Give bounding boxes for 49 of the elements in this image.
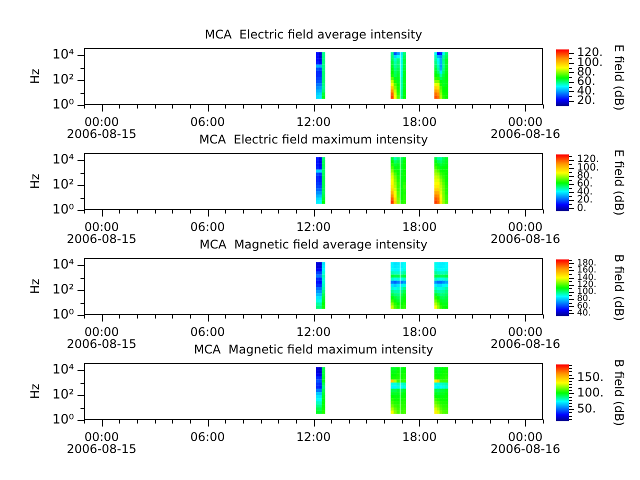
x-tick-label: 12:00 [296, 220, 331, 234]
color-bar-label: 150. [577, 370, 604, 384]
y-axis-title: Hz [28, 174, 42, 190]
x-tick-label: 00:00 2006-08-15 [66, 220, 137, 246]
chart-title: MCA Electric field maximum intensity [199, 132, 428, 146]
y-tick-label: 10⁴ [52, 152, 74, 168]
x-tick-label: 00:00 2006-08-16 [490, 325, 560, 352]
y-axis-title: Hz [28, 278, 42, 294]
x-tick-label: 06:00 [190, 430, 225, 444]
y-tick-label: 10⁰ [52, 202, 74, 218]
chart-title: MCA Magnetic field average intensity [199, 237, 428, 252]
y-tick-label: 10² [52, 177, 74, 192]
color-bar-title: B field (dB) [612, 254, 626, 322]
color-bar-label: 40. [577, 308, 591, 318]
y-tick-label: 10⁰ [52, 412, 74, 428]
y-tick-label: 10⁰ [52, 307, 74, 322]
x-tick-label: 00:00 2006-08-15 [66, 115, 137, 142]
y-tick-label: 10² [52, 387, 74, 402]
color-bar-label: 0. [577, 202, 586, 214]
x-tick-label: 06:00 [190, 325, 225, 340]
color-bar-label: 50. [577, 401, 596, 416]
x-tick-label: 00:00 2006-08-16 [490, 430, 560, 456]
x-tick-label: 00:00 2006-08-16 [490, 115, 560, 142]
y-tick-label: 10⁴ [52, 48, 74, 63]
y-tick-label: 10² [52, 72, 74, 88]
chart-title: MCA Electric field average intensity [204, 27, 422, 42]
y-tick-label: 10² [52, 282, 74, 298]
color-bar-title: E field (dB) [612, 149, 626, 216]
y-tick-label: 10⁴ [52, 258, 74, 273]
color-bar-label: 100. [577, 386, 604, 400]
y-tick-label: 10⁰ [52, 97, 74, 112]
x-tick-label: 18:00 [402, 115, 437, 130]
x-tick-label: 18:00 [402, 325, 437, 340]
x-tick-label: 06:00 [190, 220, 225, 234]
x-tick-label: 00:00 2006-08-15 [66, 325, 137, 352]
x-tick-label: 00:00 2006-08-16 [490, 220, 560, 246]
color-bar-title: E field (dB) [612, 44, 626, 111]
color-bar-title: B field (dB) [612, 359, 626, 426]
chart-title: MCA Magnetic field maximum intensity [194, 342, 434, 356]
x-tick-label: 00:00 2006-08-15 [66, 430, 137, 456]
x-tick-label: 06:00 [190, 115, 225, 130]
y-axis-title: Hz [28, 68, 42, 84]
x-tick-label: 12:00 [296, 325, 331, 340]
x-tick-label: 12:00 [296, 430, 331, 444]
x-tick-label: 18:00 [402, 220, 437, 234]
y-axis-title: Hz [28, 384, 42, 400]
y-tick-label: 10⁴ [52, 362, 74, 378]
x-tick-label: 18:00 [402, 430, 437, 444]
x-tick-label: 12:00 [296, 115, 331, 130]
